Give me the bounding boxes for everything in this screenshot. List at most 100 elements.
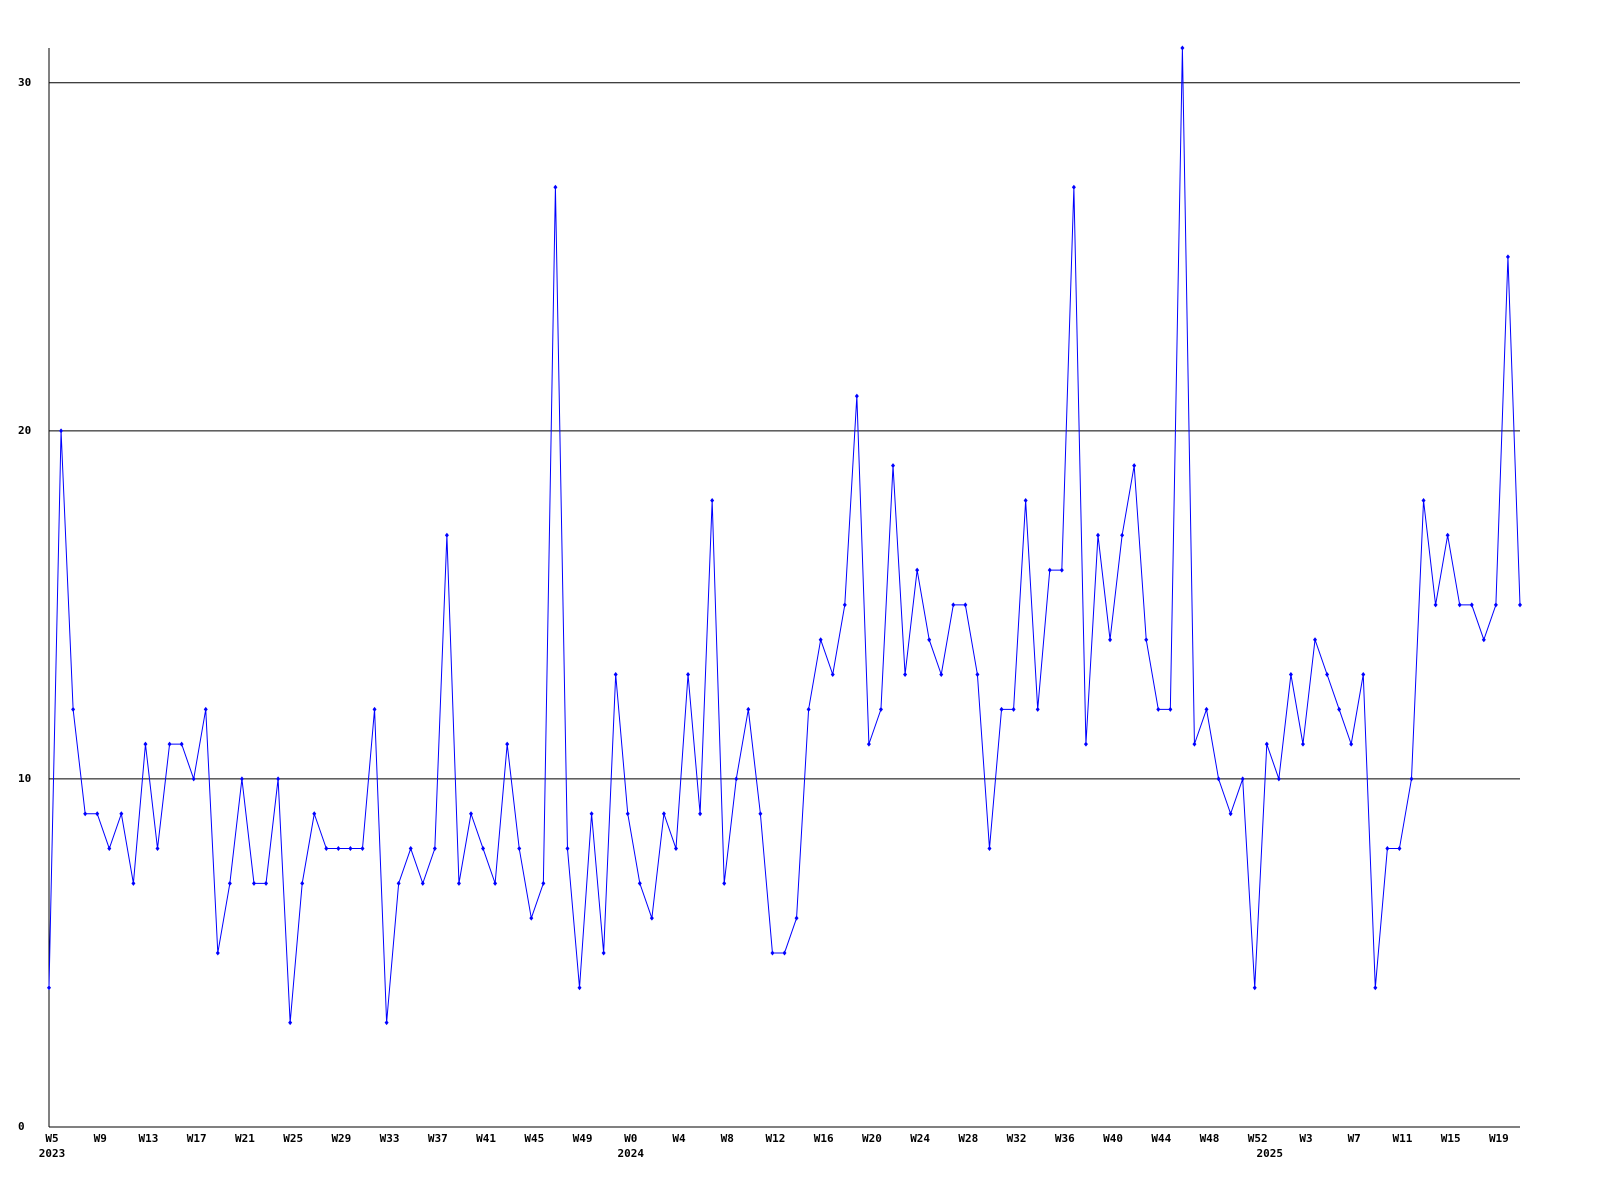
data-point [264, 880, 269, 886]
x-tick-label: W16 [814, 1132, 834, 1145]
data-point [227, 880, 232, 886]
x-tick-label: W11 [1392, 1132, 1412, 1145]
x-tick-label: W44 [1151, 1132, 1171, 1145]
data-point [963, 602, 968, 608]
data-point [1059, 567, 1064, 573]
data-point [1373, 985, 1378, 991]
data-point [866, 741, 871, 747]
data-point [239, 776, 244, 782]
data-point [119, 811, 124, 817]
data-point [1397, 846, 1402, 852]
data-point [1445, 532, 1450, 538]
data-line [48, 47, 1521, 1023]
data-point [1035, 706, 1040, 712]
data-point [565, 846, 570, 852]
data-point [384, 1020, 389, 1026]
data-point [854, 393, 859, 399]
x-year-label: 2023 [39, 1147, 66, 1160]
x-tick-label: W5 [45, 1132, 58, 1145]
data-point [1095, 532, 1100, 538]
x-tick-label: W4 [672, 1132, 686, 1145]
data-point [1216, 776, 1221, 782]
data-point [1144, 637, 1149, 643]
data-point [673, 846, 678, 852]
x-tick-label: W24 [910, 1132, 930, 1145]
data-point [179, 741, 184, 747]
data-point [661, 811, 666, 817]
data-point [1337, 706, 1342, 712]
data-point [203, 706, 208, 712]
x-tick-label: W36 [1055, 1132, 1075, 1145]
data-point [312, 811, 317, 817]
y-tick-label: 0 [18, 1120, 25, 1133]
data-point [1108, 637, 1113, 643]
data-point [396, 880, 401, 886]
data-point [83, 811, 88, 817]
data-point [276, 776, 281, 782]
x-tick-label: W32 [1007, 1132, 1027, 1145]
y-tick-label: 20 [18, 424, 31, 437]
data-point [589, 811, 594, 817]
data-point [505, 741, 510, 747]
data-point [1083, 741, 1088, 747]
data-point [1300, 741, 1305, 747]
data-point [794, 915, 799, 921]
data-point [806, 706, 811, 712]
data-point [878, 706, 883, 712]
data-point [1011, 706, 1016, 712]
data-point [167, 741, 172, 747]
x-tick-label: W7 [1348, 1132, 1361, 1145]
x-tick-label: W28 [958, 1132, 978, 1145]
data-point [517, 846, 522, 852]
data-point [251, 880, 256, 886]
data-point [1469, 602, 1474, 608]
x-tick-label: W15 [1441, 1132, 1461, 1145]
x-tick-label: W41 [476, 1132, 496, 1145]
data-point [577, 985, 582, 991]
x-tick-label: W37 [428, 1132, 448, 1145]
x-tick-label: W52 [1248, 1132, 1268, 1145]
x-tick-label: W17 [187, 1132, 207, 1145]
x-tick-label: W33 [380, 1132, 400, 1145]
data-point [1433, 602, 1438, 608]
data-point [493, 880, 498, 886]
data-point [553, 184, 558, 190]
data-point [1132, 463, 1137, 469]
data-point [432, 846, 437, 852]
data-point [288, 1020, 293, 1026]
data-point [1421, 497, 1426, 503]
data-point [47, 985, 51, 991]
x-tick-label: W19 [1489, 1132, 1509, 1145]
data-point [143, 741, 148, 747]
data-point [529, 915, 534, 921]
x-tick-label: W45 [524, 1132, 544, 1145]
data-point [782, 950, 787, 956]
data-point [1385, 846, 1390, 852]
data-point [891, 463, 896, 469]
x-tick-label: W29 [331, 1132, 351, 1145]
x-tick-label: W40 [1103, 1132, 1123, 1145]
x-tick-label: W49 [573, 1132, 593, 1145]
data-point [1047, 567, 1052, 573]
data-point [613, 672, 618, 678]
data-point [131, 880, 136, 886]
x-tick-label: W12 [766, 1132, 786, 1145]
data-point [1457, 602, 1462, 608]
data-point [444, 532, 449, 538]
x-tick-label: W13 [139, 1132, 159, 1145]
data-point [637, 880, 642, 886]
data-point [1240, 776, 1245, 782]
data-point [1493, 602, 1498, 608]
data-point [1180, 45, 1185, 51]
data-point [1518, 602, 1522, 608]
data-point [420, 880, 425, 886]
data-point [107, 846, 112, 852]
data-point [348, 846, 353, 852]
data-point [1252, 985, 1257, 991]
data-point [95, 811, 100, 817]
data-point [456, 880, 461, 886]
data-point [818, 637, 823, 643]
data-point [649, 915, 654, 921]
data-point [215, 950, 220, 956]
